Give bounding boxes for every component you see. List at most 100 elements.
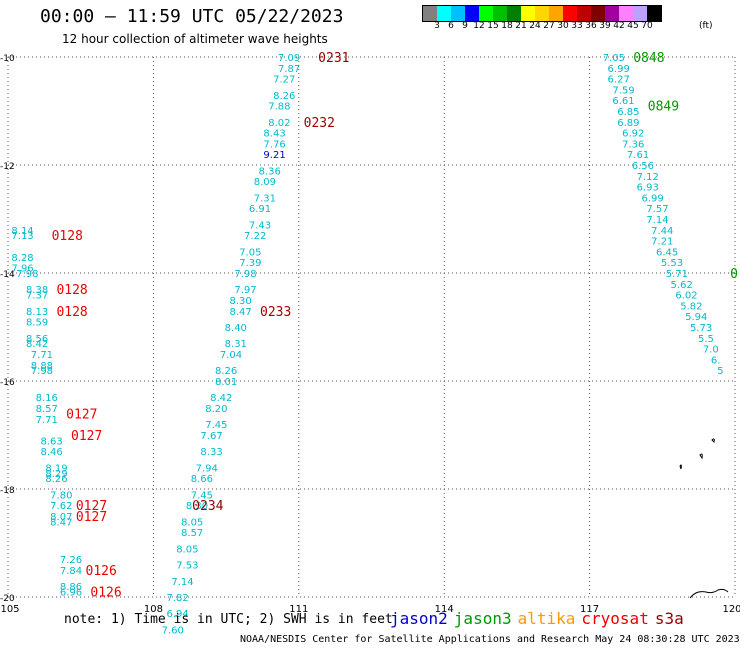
swh-value-label: 6.45 (656, 247, 678, 258)
colorbar-swatch (577, 6, 591, 21)
colorbar-tick-label: 33 (571, 21, 583, 31)
colorbar-swatch (535, 6, 549, 21)
colorbar-tick-label: 18 (501, 21, 513, 31)
swh-value-label: 7.87 (278, 64, 300, 75)
swh-value-label: 8.14 (11, 226, 33, 237)
swh-value-label: 8.20 (205, 404, 227, 415)
swh-value-label: 8.47 (50, 517, 72, 528)
swh-value-label: 5.82 (680, 301, 702, 312)
pass-time-label: 0233 (260, 305, 291, 320)
swh-value-label: 5.71 (666, 269, 688, 280)
swh-value-label: 7.44 (651, 226, 673, 237)
pass-time-label: 0127 (71, 429, 102, 444)
swh-value-label: 6.27 (608, 75, 630, 86)
colorbar-tick-label: 3 (434, 21, 440, 31)
x-tick-label: 120 (722, 604, 740, 615)
colorbar-swatch (437, 6, 451, 21)
swh-value-label: 8.05 (176, 544, 198, 555)
swh-value-label: 7.14 (171, 577, 193, 588)
pass-time-label: 0 (730, 267, 738, 282)
pass-time-label: 0234 (192, 499, 223, 514)
swh-value-label: 7.76 (263, 139, 285, 150)
colorbar-swatch (619, 6, 633, 21)
swh-value-label: 7.59 (612, 85, 634, 96)
colorbar-tick-label: 15 (487, 21, 499, 31)
colorbar-swatch (549, 6, 563, 21)
swh-value-label: 8.30 (230, 296, 252, 307)
pass-time-label: 0126 (86, 564, 117, 579)
swh-value-label: 6.85 (617, 107, 639, 118)
swh-value-label: 8.28 (11, 253, 33, 264)
swh-value-label: 8.63 (40, 436, 62, 447)
colorbar-swatch (563, 6, 577, 21)
swh-value-label: 7.45 (205, 420, 227, 431)
x-tick-label: 108 (144, 604, 163, 615)
colorbar-tick-label: 21 (515, 21, 527, 31)
swh-value-label: 7.62 (50, 501, 72, 512)
swh-value-label: 7.82 (167, 593, 189, 604)
swh-value-label: 6.61 (612, 96, 634, 107)
pass-time-label: 0232 (304, 116, 335, 131)
pass-time-label: 0849 (648, 100, 679, 115)
swh-value-label: 8.26 (45, 474, 67, 485)
colorbar-swatch (493, 6, 507, 21)
legend-entry-cryosat: cryosat (581, 609, 649, 628)
swh-value-label: 6.94 (167, 609, 189, 620)
swh-value-label: 7.96 (11, 264, 33, 275)
swh-value-label: 8.88 (31, 361, 53, 372)
swh-value-label: 5.73 (690, 323, 712, 334)
colorbar-tick-label: 70 (641, 21, 653, 31)
swh-value-label: 5.5 (698, 334, 714, 345)
swh-value-label: 6.96 (60, 588, 82, 599)
y-tick-label: -18 (0, 486, 15, 496)
y-tick-label: -16 (0, 378, 15, 388)
colorbar-tick-label: 9 (462, 21, 468, 31)
swh-value-label: 7.43 (249, 220, 271, 231)
swh-value-label: 8.19 (45, 463, 67, 474)
mission-legend: jason2 jason3 altika cryosat s3a (390, 609, 690, 628)
swh-value-label: 8.33 (200, 447, 222, 458)
chart-footer: NOAA/NESDIS Center for Satellite Applica… (240, 634, 740, 645)
swh-value-label: 7.39 (239, 258, 261, 269)
swh-value-label: 7.13 (11, 231, 33, 242)
swh-value-label: 8.57 (36, 404, 58, 415)
swh-value-label: 8.07 (50, 512, 72, 523)
x-tick-label: 114 (435, 604, 454, 615)
swh-value-label: 5.62 (671, 280, 693, 291)
swh-value-label: 7.80 (50, 490, 72, 501)
swh-value-label: 8.66 (191, 474, 213, 485)
swh-value-label: 7.21 (651, 237, 673, 248)
swh-value-label: 7.05 (239, 247, 261, 258)
swh-value-label: 8.40 (225, 323, 247, 334)
legend-entry-jason2: jason2 (390, 609, 448, 628)
swh-value-label: 8.16 (36, 393, 58, 404)
swh-value-label: 7.0 (703, 345, 719, 356)
swh-value-label: 6.99 (608, 64, 630, 75)
swh-value-label: 7.61 (627, 150, 649, 161)
pass-time-label: 0128 (56, 305, 87, 320)
pass-time-label: 0127 (76, 499, 107, 514)
swh-value-label: 8.29 (45, 469, 67, 480)
swh-value-label: 6.92 (622, 129, 644, 140)
x-tick-label: 111 (289, 604, 308, 615)
x-tick-label: 105 (0, 604, 19, 615)
swh-value-label: 7.22 (244, 231, 266, 242)
colorbar-swatch (521, 6, 535, 21)
swh-value-label: 8.56 (26, 334, 48, 345)
swh-value-label: 6.99 (641, 193, 663, 204)
pass-time-label: 0128 (56, 283, 87, 298)
swh-value-label: 7.88 (268, 102, 290, 113)
swh-value-label: 7.12 (637, 172, 659, 183)
swh-value-label: 7.97 (234, 285, 256, 296)
colorbar-tick-label: 12 (473, 21, 485, 31)
colorbar-swatch (465, 6, 479, 21)
swh-value-label: 8.38 (26, 285, 48, 296)
swh-value-label: 7.05 (603, 53, 625, 64)
colorbar (422, 5, 662, 22)
swh-value-label: 6.02 (675, 291, 697, 302)
colorbar-swatch (479, 6, 493, 21)
swh-value-label: 7.31 (254, 193, 276, 204)
swh-value-label: 8.43 (263, 129, 285, 140)
swh-value-label: 7.26 (60, 555, 82, 566)
swh-value-label: 8.02 (268, 118, 290, 129)
